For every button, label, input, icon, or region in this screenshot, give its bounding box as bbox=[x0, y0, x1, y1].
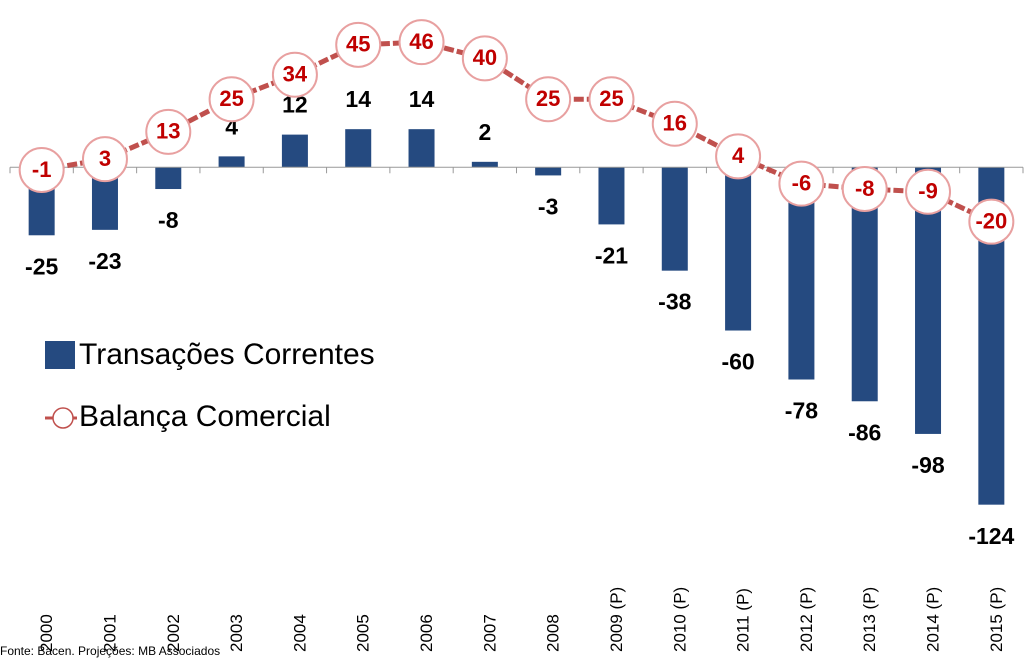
bar bbox=[155, 167, 182, 190]
bar bbox=[725, 167, 752, 331]
legend-swatch bbox=[45, 341, 75, 369]
line-label: 16 bbox=[663, 111, 687, 136]
line bbox=[41, 39, 993, 224]
x-tick-label: 2011 (P) bbox=[734, 588, 753, 652]
bar-label: -3 bbox=[538, 194, 558, 220]
line-label: -8 bbox=[855, 176, 875, 201]
line-label: 40 bbox=[473, 45, 497, 70]
bar bbox=[408, 129, 435, 168]
bar-label: -25 bbox=[25, 253, 58, 279]
bar-label: -98 bbox=[911, 452, 944, 478]
x-tick-label: 2003 bbox=[227, 614, 246, 652]
x-tick-label: 2009 (P) bbox=[607, 587, 626, 652]
x-tick-label: 2004 bbox=[290, 614, 309, 652]
legend-label: Transações Correntes bbox=[79, 338, 375, 371]
bar-label: -21 bbox=[595, 242, 628, 268]
bar-label: -86 bbox=[848, 419, 881, 445]
legend-swatch bbox=[52, 407, 74, 429]
line-marker bbox=[398, 19, 445, 66]
line-label: 34 bbox=[283, 62, 308, 87]
x-tick-label: 2006 bbox=[417, 614, 436, 652]
line-label: -6 bbox=[792, 170, 812, 195]
x-tick-label: 2007 bbox=[480, 614, 499, 652]
line-label: 45 bbox=[346, 32, 370, 57]
line-marker bbox=[905, 168, 952, 215]
x-tick-label: 2013 (P) bbox=[860, 587, 879, 652]
line-marker bbox=[968, 198, 1015, 245]
line-marker bbox=[208, 76, 255, 123]
line-label: 13 bbox=[156, 119, 180, 144]
x-tick-label: 2001 bbox=[100, 614, 119, 652]
bar-label: -78 bbox=[785, 398, 818, 424]
line-marker bbox=[841, 166, 888, 213]
x-tick-label: 2000 bbox=[37, 614, 56, 652]
line-marker bbox=[461, 35, 508, 82]
line-label: 25 bbox=[599, 86, 623, 111]
line-label: -1 bbox=[32, 157, 52, 182]
line-label: 25 bbox=[536, 86, 560, 111]
line-marker bbox=[588, 76, 635, 123]
bar bbox=[661, 167, 688, 271]
line-marker bbox=[145, 108, 192, 155]
bar bbox=[535, 167, 562, 176]
line-label: -9 bbox=[918, 179, 938, 204]
bar bbox=[218, 156, 245, 168]
line-marker bbox=[18, 146, 65, 193]
bar-label: -124 bbox=[968, 523, 1014, 549]
x-tick-label: 2014 (P) bbox=[924, 587, 943, 652]
bar-label: -60 bbox=[721, 349, 754, 375]
line-label: 46 bbox=[409, 29, 433, 54]
line-marker bbox=[335, 21, 382, 68]
bar bbox=[471, 161, 498, 168]
bar-label: 2 bbox=[478, 119, 491, 145]
line-label: -20 bbox=[975, 208, 1007, 233]
source: Fonte: Bacen. Projeções: MB Associados bbox=[0, 644, 220, 658]
line-marker bbox=[715, 133, 762, 180]
line-label: 25 bbox=[219, 86, 243, 111]
bar-label: -8 bbox=[158, 207, 179, 233]
x-tick-label: 2005 bbox=[354, 614, 373, 652]
x-tick-label: 2012 (P) bbox=[797, 587, 816, 652]
legend-label: Balança Comercial bbox=[79, 400, 331, 433]
bar-label: 14 bbox=[345, 86, 371, 112]
bar-label: 14 bbox=[409, 86, 435, 112]
bar-label: -23 bbox=[88, 248, 121, 274]
bar bbox=[281, 134, 308, 168]
line-label: 4 bbox=[732, 143, 745, 168]
line-marker bbox=[271, 51, 318, 98]
line-marker bbox=[81, 136, 128, 183]
line-marker bbox=[651, 100, 698, 147]
x-tick-label: 2008 bbox=[544, 614, 563, 652]
bar-label: -38 bbox=[658, 289, 691, 315]
line-marker bbox=[778, 160, 825, 207]
bar bbox=[345, 129, 372, 168]
x-tick-label: 2010 (P) bbox=[670, 587, 689, 652]
line-marker bbox=[525, 76, 572, 123]
bar bbox=[598, 167, 625, 225]
x-tick-label: 2015 (P) bbox=[987, 587, 1006, 652]
line-label: 3 bbox=[99, 146, 111, 171]
x-tick-label: 2002 bbox=[164, 614, 183, 652]
